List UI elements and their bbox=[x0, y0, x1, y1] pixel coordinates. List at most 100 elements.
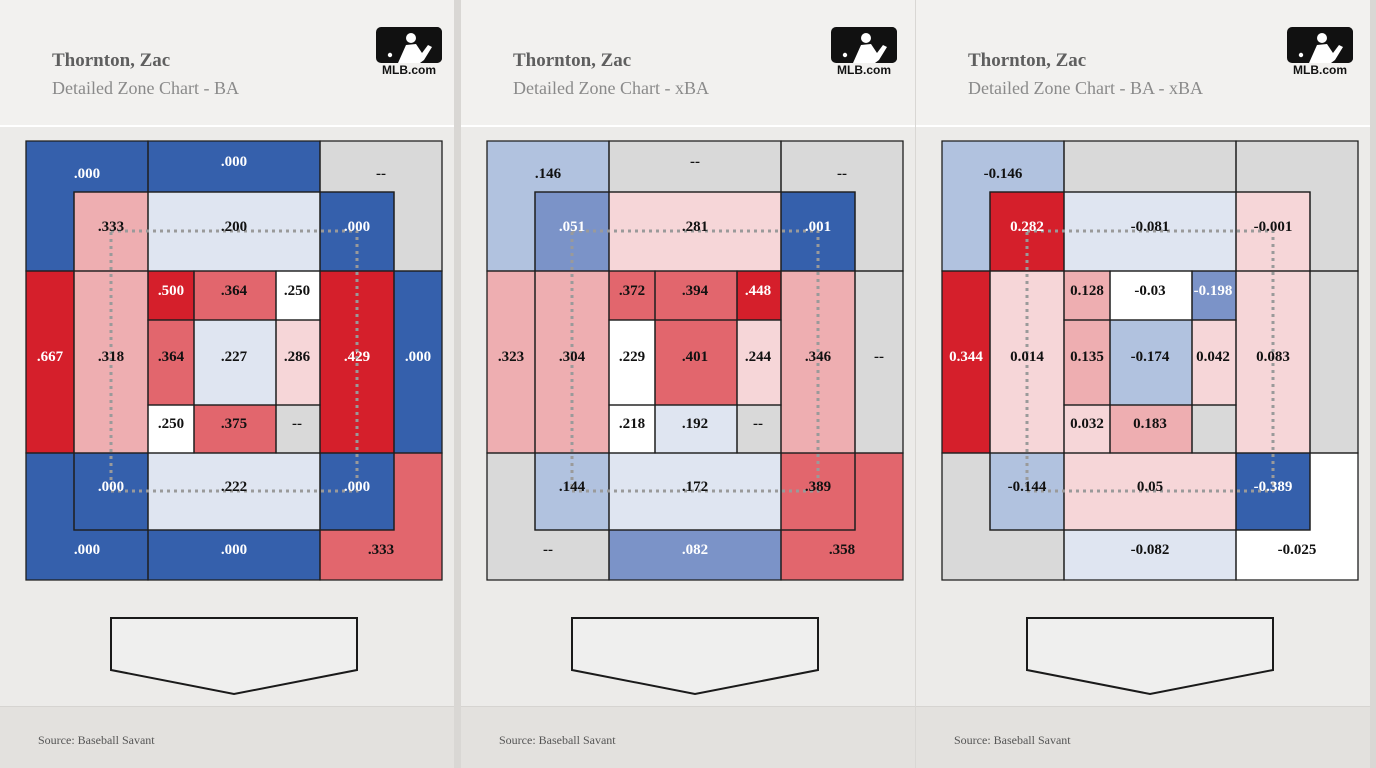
zone-cell-out_bot_mid bbox=[609, 530, 781, 580]
chart-header: Thornton, Zac Detailed Zone Chart - BA - … bbox=[916, 0, 1370, 127]
zone-value-z8: .192 bbox=[682, 416, 708, 432]
mlb-logo: MLB.com bbox=[376, 27, 442, 77]
zone-cell-out_top_mid bbox=[1064, 141, 1236, 192]
zone-value-sh_bot_mid: .172 bbox=[682, 479, 708, 495]
zone-cell-out_top_left bbox=[487, 141, 609, 271]
zone-cell-z7 bbox=[148, 405, 194, 453]
zone-value-sh_top_mid: .281 bbox=[682, 219, 708, 235]
zone-cell-z2 bbox=[655, 271, 737, 320]
zone-value-sh_top_left: 0.282 bbox=[1010, 219, 1044, 235]
logo-text: MLB.com bbox=[382, 63, 436, 77]
zone-heatmap-svg: .146 -- -- .323 -- -- .082 .358 .051 .281 .001 .304… bbox=[486, 140, 904, 581]
zone-value-sh_left: 0.014 bbox=[1010, 349, 1044, 365]
zone-cell-sh_bot_mid bbox=[1064, 453, 1236, 530]
zone-cell-z2 bbox=[1110, 271, 1192, 320]
zone-border bbox=[1191, 404, 1237, 454]
chart-header: Thornton, Zac Detailed Zone Chart - xBA ML… bbox=[461, 0, 915, 127]
zone-cell-out_top_right bbox=[781, 141, 903, 271]
zone-heatmap-svg: .000 .000 -- .667 .000 .000 .000 .333 .333 .200 .0… bbox=[25, 140, 443, 581]
zone-cell-out_top_right bbox=[320, 141, 442, 271]
source-label: Source: Baseball Savant bbox=[954, 733, 1071, 747]
zone-border bbox=[736, 404, 782, 454]
zone-cell-z7 bbox=[609, 405, 655, 453]
chart-footer: Source: Baseball Savant bbox=[0, 706, 454, 768]
zone-cell-z3 bbox=[737, 271, 781, 320]
home-plate bbox=[461, 610, 915, 705]
zone-value-out_bot_right: .358 bbox=[829, 542, 855, 558]
zone-value-sh_left: .304 bbox=[559, 349, 586, 365]
zone-value-z6: .244 bbox=[745, 349, 772, 365]
zone-value-z4: 0.135 bbox=[1070, 349, 1104, 365]
zone-value-z4: .364 bbox=[158, 349, 185, 365]
mlb-logo: MLB.com bbox=[831, 27, 897, 77]
zone-cell-sh_right bbox=[781, 271, 855, 453]
zone-value-z5: -0.174 bbox=[1131, 349, 1170, 365]
zone-value-out_top_right: -- bbox=[376, 166, 386, 182]
home-plate bbox=[0, 610, 454, 705]
zone-cell-out_top_mid bbox=[609, 141, 781, 192]
zone-value-z5: .401 bbox=[682, 349, 708, 365]
zone-value-sh_top_left: .051 bbox=[559, 219, 585, 235]
zone-cell-z5 bbox=[1110, 320, 1192, 405]
source-label: Source: Baseball Savant bbox=[38, 733, 155, 747]
zone-cell-out_bot_right bbox=[781, 453, 903, 580]
zone-cell-out_right bbox=[1310, 271, 1358, 453]
zone-value-z1: 0.128 bbox=[1070, 283, 1104, 299]
zone-value-out_right: -- bbox=[874, 349, 884, 365]
zone-cell-z6 bbox=[1192, 320, 1236, 405]
zone-cell-z4 bbox=[148, 320, 194, 405]
zone-cell-out_top_left bbox=[26, 141, 148, 271]
zone-cell-z2 bbox=[194, 271, 276, 320]
zone-chart-panel: Thornton, Zac Detailed Zone Chart - BA MLB… bbox=[0, 0, 454, 768]
chart-subtitle: Detailed Zone Chart - BA bbox=[52, 78, 239, 98]
zone-value-z6: .286 bbox=[284, 349, 311, 365]
zone-cell-out_bot_left bbox=[26, 453, 148, 580]
zone-value-sh_top_right: .001 bbox=[805, 219, 831, 235]
zone-cell-out_bot_left bbox=[942, 453, 1064, 580]
zone-value-sh_top_mid: .200 bbox=[221, 219, 247, 235]
zone-value-out_bot_mid: .082 bbox=[682, 542, 708, 558]
zone-cell-sh_bot_mid bbox=[609, 453, 781, 530]
zone-cell-sh_bot_mid bbox=[148, 453, 320, 530]
zone-cell-z1 bbox=[1064, 271, 1110, 320]
zone-heatmap-svg: -0.146 0.344 -0.082 -0.025 0.282 -0.081 -0.001… bbox=[941, 140, 1359, 581]
zone-heatmap: .000 .000 -- .667 .000 .000 .000 .333 .333 .200 .0… bbox=[0, 0, 454, 600]
zone-chart-panel: Thornton, Zac Detailed Zone Chart - xBA ML… bbox=[461, 0, 915, 768]
zone-value-out_bot_right: .333 bbox=[368, 542, 394, 558]
zone-value-out_left: 0.344 bbox=[949, 349, 983, 365]
strike-zone-outline bbox=[1025, 229, 1275, 493]
zone-cell-out_left bbox=[26, 271, 74, 453]
zone-value-sh_top_right: -0.001 bbox=[1254, 219, 1293, 235]
zone-value-z5: .227 bbox=[221, 349, 248, 365]
zone-value-z2: .394 bbox=[682, 283, 709, 299]
zone-cell-z8 bbox=[1110, 405, 1192, 453]
zone-value-z2: -0.03 bbox=[1134, 283, 1165, 299]
zone-cell-out_top_right bbox=[1236, 141, 1358, 271]
zone-value-z7: .218 bbox=[619, 416, 645, 432]
zone-value-out_bot_mid: .000 bbox=[221, 542, 247, 558]
zone-value-out_top_left: -0.146 bbox=[984, 166, 1023, 182]
zone-border bbox=[275, 404, 321, 454]
source-label: Source: Baseball Savant bbox=[499, 733, 616, 747]
zone-cell-z1 bbox=[609, 271, 655, 320]
zone-cell-sh_right bbox=[1236, 271, 1310, 453]
zone-value-sh_bot_left: .000 bbox=[98, 479, 124, 495]
zone-value-z6: 0.042 bbox=[1196, 349, 1230, 365]
zone-cell-out_bot_mid bbox=[148, 530, 320, 580]
zone-value-out_top_mid: .000 bbox=[221, 154, 247, 170]
zone-heatmap: -0.146 0.344 -0.082 -0.025 0.282 -0.081 -0.001… bbox=[916, 0, 1370, 600]
zone-cell-z9 bbox=[276, 405, 320, 453]
zone-cell-sh_top_mid bbox=[148, 192, 320, 271]
zone-value-out_top_mid: -- bbox=[690, 154, 700, 170]
logo-text: MLB.com bbox=[837, 63, 891, 77]
chart-footer: Source: Baseball Savant bbox=[461, 706, 915, 768]
zone-cell-z6 bbox=[276, 320, 320, 405]
zone-value-sh_right: .429 bbox=[344, 349, 370, 365]
zone-cell-out_left bbox=[487, 271, 535, 453]
zone-border bbox=[780, 452, 856, 531]
zone-value-out_left: .323 bbox=[498, 349, 524, 365]
zone-value-z3: -0.198 bbox=[1194, 283, 1233, 299]
chart-subtitle: Detailed Zone Chart - xBA bbox=[513, 78, 709, 98]
zone-cell-z3 bbox=[1192, 271, 1236, 320]
zone-value-z3: .250 bbox=[284, 283, 310, 299]
